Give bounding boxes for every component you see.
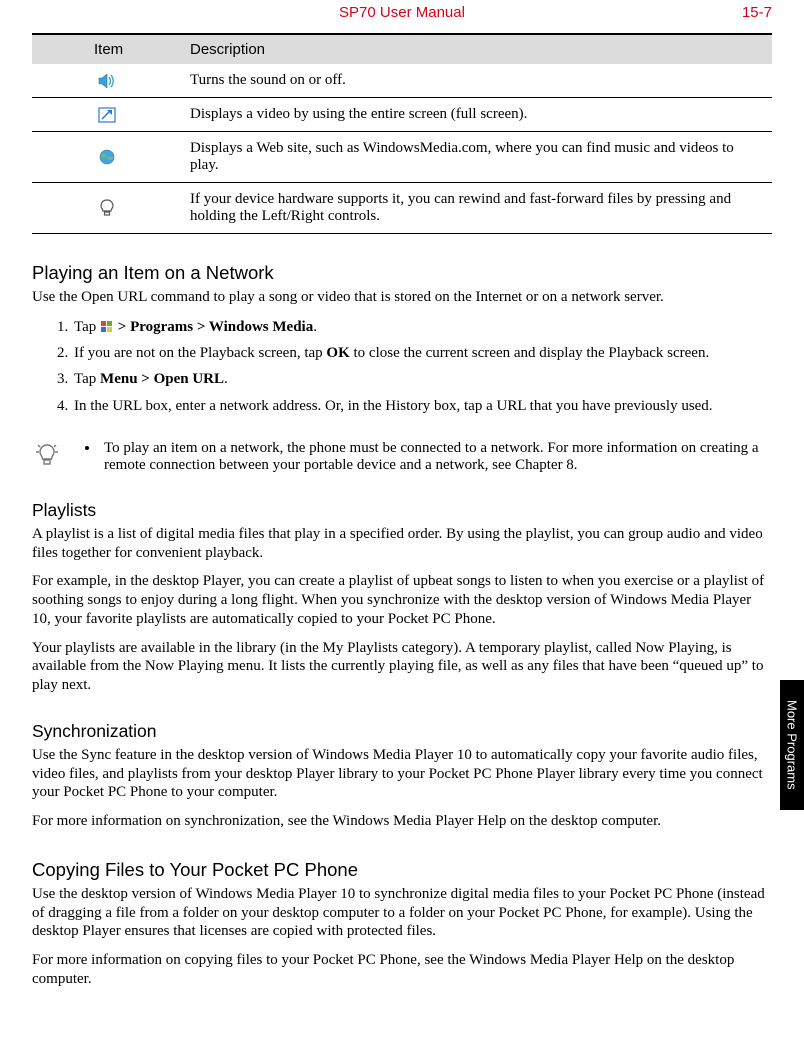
sync-p2: For more information on synchronization,… <box>32 812 772 831</box>
playlists-p1: A playlist is a list of digital media fi… <box>32 525 772 563</box>
speaker-icon <box>32 64 182 98</box>
sync-p1: Use the Sync feature in the desktop vers… <box>32 746 772 802</box>
manual-title: SP70 User Manual <box>82 4 722 21</box>
tip-bulb-icon <box>32 440 72 473</box>
cell-description: Displays a Web site, such as WindowsMedi… <box>182 132 772 183</box>
table-row: If your device hardware supports it, you… <box>32 183 772 234</box>
playlists-p2: For example, in the desktop Player, you … <box>32 572 772 628</box>
start-flag-icon <box>100 320 114 334</box>
column-header-item: Item <box>32 35 182 64</box>
heading-playlists: Playlists <box>32 500 772 521</box>
fullscreen-icon <box>32 98 182 132</box>
playlists-p3: Your playlists are available in the libr… <box>32 639 772 695</box>
heading-sync: Synchronization <box>32 721 772 742</box>
column-header-description: Description <box>182 35 772 64</box>
tip-body: To play an item on a network, the phone … <box>72 440 772 474</box>
cell-description: If your device hardware supports it, you… <box>182 183 772 234</box>
table-header-row: Item Description <box>32 35 772 64</box>
step-2: If you are not on the Playback screen, t… <box>72 343 772 363</box>
heading-network: Playing an Item on a Network <box>32 262 772 284</box>
tip-text: To play an item on a network, the phone … <box>100 440 772 474</box>
side-tab: More Programs <box>780 680 804 810</box>
network-steps: Tap > Programs > Windows Media. If you a… <box>32 317 772 416</box>
step-1: Tap > Programs > Windows Media. <box>72 317 772 337</box>
table-row: Displays a Web site, such as WindowsMedi… <box>32 132 772 183</box>
step-4: In the URL box, enter a network address.… <box>72 396 772 416</box>
copy-p1: Use the desktop version of Windows Media… <box>32 885 772 941</box>
network-intro: Use the Open URL command to play a song … <box>32 288 772 307</box>
heading-copy: Copying Files to Your Pocket PC Phone <box>32 859 772 881</box>
page-number: 15-7 <box>722 4 772 21</box>
bulb-icon <box>32 183 182 234</box>
web-icon <box>32 132 182 183</box>
tip-block: To play an item on a network, the phone … <box>32 440 772 474</box>
copy-p2: For more information on copying files to… <box>32 951 772 989</box>
page-header: SP70 User Manual 15-7 <box>32 0 772 23</box>
cell-description: Turns the sound on or off. <box>182 64 772 98</box>
feature-table: Item Description Turns the sound on or o… <box>32 35 772 234</box>
step-3: Tap Menu > Open URL. <box>72 369 772 389</box>
table-row: Turns the sound on or off. <box>32 64 772 98</box>
table-row: Displays a video by using the entire scr… <box>32 98 772 132</box>
cell-description: Displays a video by using the entire scr… <box>182 98 772 132</box>
